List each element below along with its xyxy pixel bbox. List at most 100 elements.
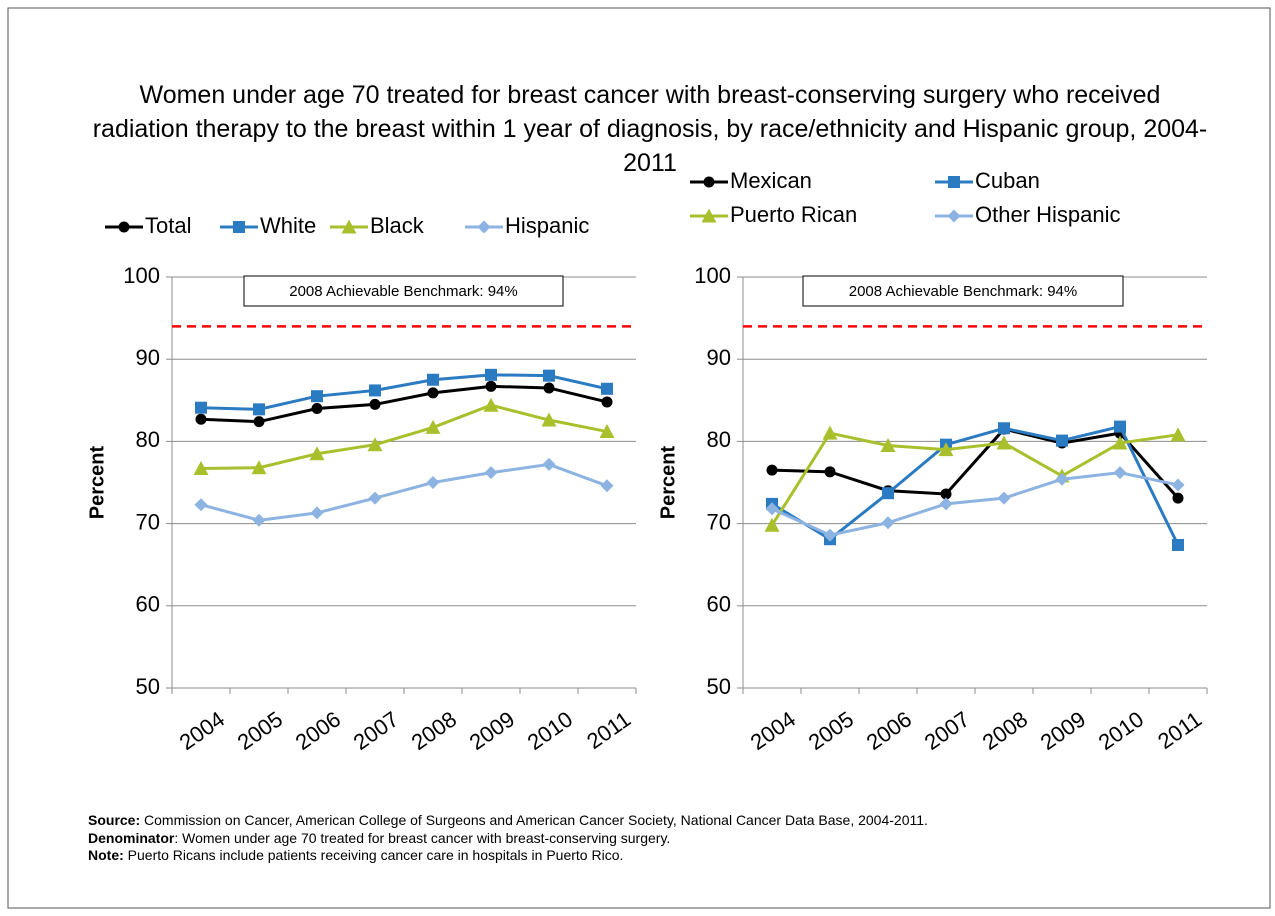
legend-marker: [341, 219, 357, 234]
marker: [938, 442, 954, 457]
note-text: : Women under age 70 treated for breast …: [174, 829, 671, 846]
marker: [484, 466, 498, 480]
marker: [251, 460, 267, 475]
marker: [369, 398, 381, 410]
marker: [368, 491, 382, 505]
note-label: Note:: [88, 847, 124, 863]
legend-label: Mexican: [730, 168, 812, 193]
marker: [824, 466, 836, 478]
marker: [1055, 472, 1069, 486]
y-axis-label: Percent: [657, 445, 679, 519]
marker: [997, 491, 1011, 505]
marker: [542, 457, 556, 471]
marker: [766, 464, 778, 476]
marker: [1172, 538, 1184, 551]
marker: [1056, 434, 1068, 447]
x-tick-label: 2006: [291, 706, 345, 755]
x-tick-label: 2005: [233, 706, 287, 755]
marker: [252, 513, 266, 527]
x-tick-label: 2005: [804, 706, 858, 755]
y-tick-label: 60: [136, 592, 160, 617]
chart-title: Women under age 70 treated for breast ca…: [92, 81, 1208, 177]
marker: [195, 413, 207, 425]
legend-marker: [703, 176, 715, 188]
legend-label: Other Hispanic: [975, 202, 1121, 227]
marker: [998, 422, 1010, 435]
marker: [195, 401, 207, 414]
x-tick-label: 2007: [920, 706, 974, 755]
y-tick-label: 80: [136, 427, 160, 452]
x-tick-label: 2011: [582, 706, 635, 754]
legend-label: Cuban: [975, 168, 1040, 193]
x-tick-label: 2011: [1153, 706, 1206, 754]
y-tick-label: 100: [123, 263, 160, 288]
note: Denominator: Women under age 70 treated …: [88, 830, 928, 848]
series-line: [200, 403, 608, 471]
y-tick-label: 60: [707, 592, 731, 617]
legend-marker: [701, 208, 717, 223]
marker: [310, 506, 324, 520]
marker: [1172, 492, 1184, 504]
y-tick-label: 70: [136, 509, 160, 534]
marker: [369, 384, 381, 397]
marker: [880, 438, 896, 453]
legend-label: Black: [370, 213, 425, 238]
x-tick-label: 2010: [523, 706, 577, 755]
note-label: Denominator: [88, 829, 175, 846]
x-tick-label: 2004: [746, 706, 800, 755]
legend-label: Hispanic: [505, 213, 589, 238]
legend-marker: [118, 221, 130, 233]
marker: [309, 446, 325, 461]
marker: [939, 497, 953, 511]
series-line: [200, 462, 608, 522]
marker: [426, 476, 440, 489]
benchmark-box: [243, 275, 564, 307]
marker: [427, 387, 439, 399]
marker: [764, 517, 780, 532]
benchmark-label: 2008 Achievable Benchmark: 94%: [849, 283, 1077, 300]
note-text: Puerto Ricans include patients receiving…: [123, 847, 624, 863]
marker: [311, 390, 323, 403]
y-tick-label: 70: [707, 509, 731, 534]
frame: [7, 7, 1271, 909]
marker: [543, 382, 555, 394]
marker: [253, 416, 265, 428]
y-tick-label: 50: [136, 674, 160, 699]
marker: [425, 419, 441, 434]
x-tick-label: 2009: [1036, 706, 1090, 755]
marker: [882, 487, 894, 500]
x-tick-label: 2008: [407, 706, 461, 755]
marker: [765, 502, 779, 516]
marker: [1171, 478, 1185, 492]
marker: [483, 397, 499, 412]
y-tick-label: 90: [136, 345, 160, 370]
y-axis-label: Percent: [86, 445, 108, 519]
marker: [881, 516, 895, 530]
marker: [996, 435, 1012, 450]
marker: [543, 369, 555, 382]
marker: [311, 403, 323, 415]
benchmark-box: [802, 275, 1124, 307]
legend-marker: [233, 221, 245, 233]
marker: [1112, 435, 1128, 450]
marker: [367, 437, 383, 452]
series-line: [770, 431, 1179, 527]
x-tick-label: 2006: [862, 706, 916, 755]
y-tick-label: 90: [707, 345, 731, 370]
y-tick-label: 80: [707, 427, 731, 452]
marker: [940, 488, 952, 500]
y-tick-label: 50: [707, 674, 731, 699]
x-tick-label: 2007: [349, 706, 403, 755]
x-tick-label: 2008: [978, 706, 1032, 755]
note: Source: Commission on Cancer, American C…: [88, 812, 928, 830]
marker: [600, 479, 614, 493]
x-tick-label: 2009: [465, 706, 519, 755]
marker: [1113, 466, 1127, 480]
marker: [823, 528, 837, 542]
legend-marker: [947, 209, 961, 223]
note-text: Commission on Cancer, American College o…: [140, 812, 928, 828]
marker: [427, 373, 439, 386]
marker: [253, 403, 265, 416]
